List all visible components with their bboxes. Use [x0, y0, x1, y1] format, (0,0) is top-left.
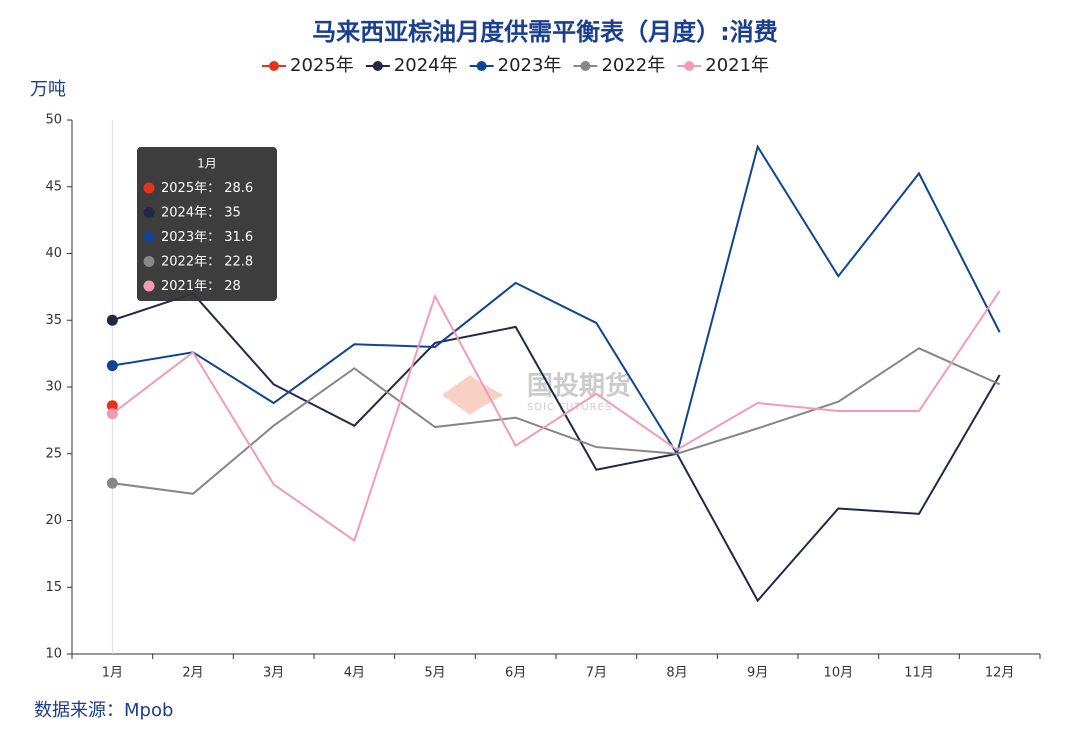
legend-label: 2023年: [498, 55, 562, 76]
legend-label: 2021年: [705, 55, 769, 76]
tooltip-line: 2024年： 35: [161, 205, 241, 220]
x-tick-label: 11月: [904, 666, 934, 681]
legend-item: 2021年: [677, 55, 769, 76]
series-line: [112, 292, 1001, 603]
y-tick-label: 40: [45, 246, 62, 261]
tooltip-text: 2022年: [161, 254, 207, 269]
legend-marker: [476, 61, 487, 71]
watermark-logo: [442, 375, 504, 415]
y-axis-label: 万吨: [30, 79, 66, 100]
legend-item: 2025年: [262, 55, 354, 76]
x-tick-label: 5月: [424, 666, 445, 681]
tooltip-text: ：: [207, 279, 224, 294]
y-tick-label: 45: [45, 179, 62, 194]
y-tick-label: 20: [45, 513, 62, 528]
x-tick-label: 7月: [586, 666, 607, 681]
legend-item: 2024年: [365, 55, 458, 76]
x-tick-label: 9月: [747, 666, 768, 681]
x-tick-label: 6月: [505, 666, 526, 681]
legend-marker: [269, 61, 279, 71]
y-tick-label: 25: [45, 446, 62, 461]
tooltip-text: ：: [207, 230, 224, 245]
tooltip-marker: [143, 231, 155, 243]
hover-point: [106, 360, 118, 372]
tooltip-text: 2021年: [161, 279, 207, 294]
y-tick-label: 10: [45, 647, 62, 662]
tooltip-marker: [143, 182, 155, 194]
tooltip-text: ：: [207, 254, 224, 269]
tooltip-text: 28: [224, 279, 241, 294]
tooltip-marker: [143, 207, 155, 218]
tooltip-text: 35: [224, 205, 241, 220]
x-tick-label: 4月: [344, 666, 365, 681]
legend-label: 2022年: [601, 55, 665, 76]
tooltip-line: 2023年： 31.6: [161, 230, 253, 245]
tooltip-text: 2025年: [161, 181, 207, 196]
chart-title: 马来西亚棕油月度供需平衡表（月度）:消费: [312, 18, 778, 46]
tooltip-line: 2021年： 28: [161, 279, 241, 294]
x-tick-label: 8月: [666, 666, 687, 681]
x-tick-label: 2月: [182, 666, 203, 681]
tooltip-line: 2025年： 28.6: [161, 181, 253, 196]
legend-marker: [684, 61, 695, 71]
tooltip-text: 2023年: [161, 230, 207, 245]
legend-label: 2025年: [290, 55, 354, 76]
legend-label: 2024年: [394, 55, 458, 76]
legend-marker: [580, 61, 591, 71]
hover-point: [106, 408, 118, 420]
tooltip-title: 1月: [197, 157, 217, 171]
y-tick-label: 50: [45, 113, 62, 128]
x-tick-label: 3月: [263, 666, 284, 681]
x-tick-label: 10月: [824, 666, 854, 681]
y-tick-label: 15: [45, 580, 62, 595]
y-tick-label: 30: [45, 380, 62, 395]
x-tick-label: 12月: [985, 666, 1015, 681]
tooltip-text: 2024年: [161, 205, 207, 220]
legend-item: 2023年: [469, 55, 562, 76]
legend-item: 2022年: [573, 55, 665, 76]
watermark-sub: SDIC FUTURES: [527, 402, 612, 413]
series-line: [112, 347, 1001, 495]
series-line: [112, 144, 1001, 457]
tooltip-text: 28.6: [224, 181, 253, 196]
legend-marker: [372, 61, 383, 71]
tooltip-text: ：: [207, 205, 224, 220]
hover-point: [106, 400, 118, 412]
x-tick-label: 1月: [102, 666, 123, 681]
tooltip-box: [137, 147, 277, 301]
tooltip-text: 22.8: [224, 254, 253, 269]
source: 数据来源：Mpob: [34, 700, 173, 721]
hover-point: [106, 477, 118, 489]
hover-point: [106, 314, 118, 326]
tooltip-text: 31.6: [224, 230, 253, 245]
tooltip-text: ：: [207, 181, 224, 196]
tooltip-marker: [143, 280, 155, 292]
series-line: [111, 290, 1001, 543]
tooltip-marker: [143, 256, 155, 267]
y-tick-label: 35: [45, 313, 62, 328]
tooltip-line: 2022年： 22.8: [161, 254, 253, 269]
